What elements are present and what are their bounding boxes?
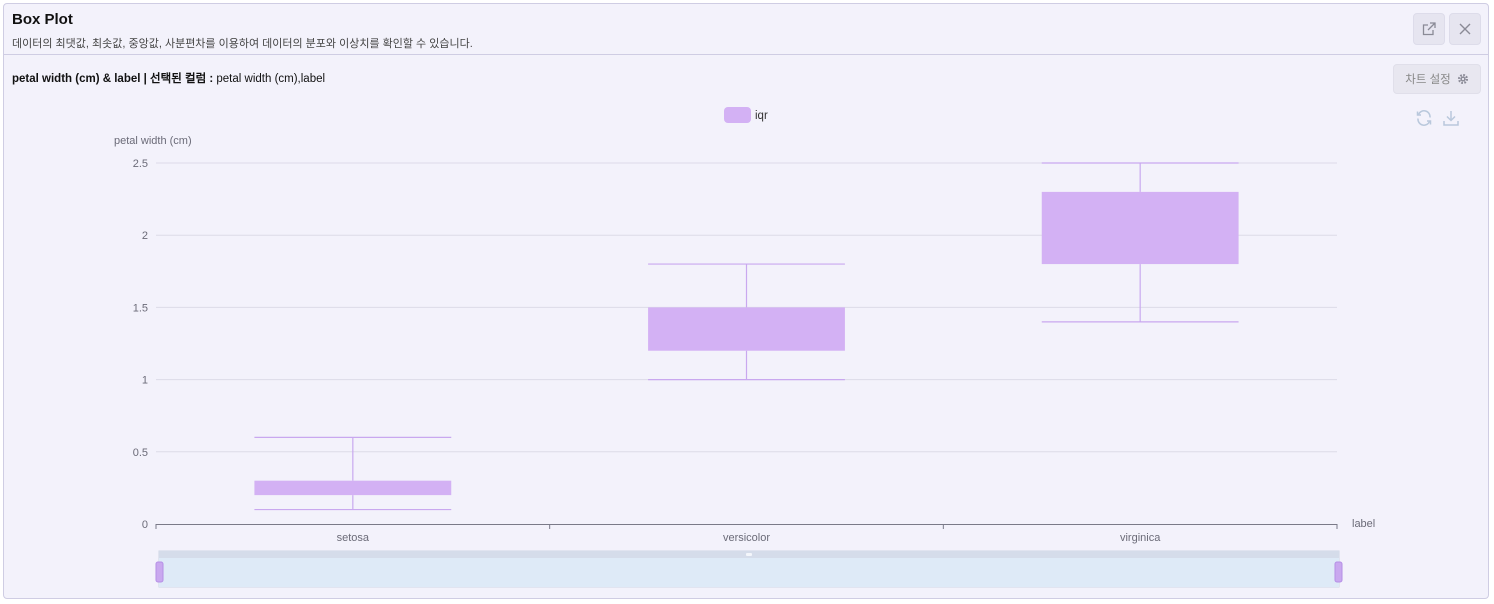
y-tick-label: 2: [142, 230, 148, 242]
y-tick-label: 0.5: [133, 447, 148, 459]
y-tick-label: 2.5: [133, 158, 148, 170]
y-axis-title: petal width (cm): [114, 135, 192, 147]
close-icon: [1459, 23, 1471, 35]
zoom-slider-window: [159, 558, 1339, 587]
x-tick-label: versicolor: [723, 532, 770, 544]
zoom-slider-grip: [746, 553, 752, 556]
panel-header: Box Plot 데이터의 최댓값, 최솟값, 중앙값, 사분편차를 이용하여 …: [4, 4, 1488, 55]
iqr-box: [254, 480, 452, 496]
chart-settings-label: 차트 설정: [1405, 74, 1451, 86]
panel-subtitle: 데이터의 최댓값, 최솟값, 중앙값, 사분편차를 이용하여 데이터의 분포와 …: [12, 38, 473, 50]
y-tick-label: 1.5: [133, 302, 148, 314]
zoom-handle-left[interactable]: [155, 561, 164, 583]
close-button[interactable]: [1449, 13, 1481, 45]
iqr-box: [1041, 191, 1239, 265]
gear-icon: [1457, 73, 1468, 85]
iqr-box: [648, 307, 845, 351]
info-heading: petal width (cm) & label: [12, 73, 141, 85]
info-selected-label: | 선택된 컬럼 :: [143, 73, 214, 85]
open-external-button[interactable]: [1413, 13, 1445, 45]
external-link-icon: [1422, 22, 1436, 36]
y-tick-label: 0: [142, 519, 148, 531]
legend-swatch: [724, 107, 751, 123]
x-tick-label: setosa: [337, 532, 370, 544]
zoom-handle-right[interactable]: [1334, 561, 1343, 583]
x-axis-title: label: [1352, 518, 1375, 530]
y-tick-label: 1: [142, 375, 148, 387]
download-icon[interactable]: [1441, 108, 1461, 128]
info-selected-columns: petal width (cm),label: [216, 73, 326, 85]
panel-title: Box Plot: [12, 11, 73, 28]
chart-settings-button[interactable]: 차트 설정: [1393, 64, 1481, 94]
selected-columns-line: petal width (cm) & label | 선택된 컬럼 : peta…: [12, 70, 325, 86]
legend-label: iqr: [755, 110, 768, 122]
x-tick-label: virginica: [1120, 532, 1161, 544]
refresh-icon[interactable]: [1414, 108, 1434, 128]
